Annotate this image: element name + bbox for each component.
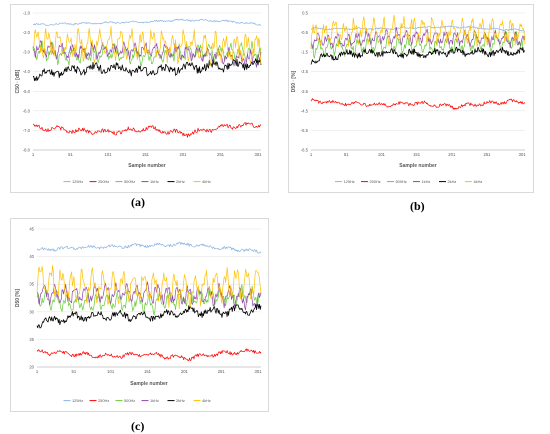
chart-panel-b: 0.5 -0.5 -1.5 -2.5 -3.5 -4.5 -5.5 -6.5 1 51 101 151… [288, 4, 534, 193]
y-tick-label: 30 [29, 309, 34, 314]
x-axis-label: Sample number [130, 381, 168, 387]
series-line-500Hz [32, 40, 262, 67]
legend-label: 125Hz [344, 179, 355, 184]
y-tick-label: 35 [29, 282, 34, 287]
series-line-125Hz [32, 18, 262, 26]
y-tick-label: -5.5 [301, 128, 309, 133]
y-tick-label: -8.0 [23, 148, 31, 153]
x-tick-label: 201 [181, 369, 189, 374]
y-tick-label: -0.5 [301, 30, 309, 35]
series-line-2kHz [36, 303, 262, 329]
x-tick-label: 51 [344, 152, 349, 157]
x-tick-label: 101 [105, 152, 113, 157]
chart-panel-a: -1.0 -2.0 -3.0 -4.0 -5.0 -6.0 -7.0 -8.0 1 51 101 15… [10, 4, 269, 193]
y-tick-label: -6.5 [301, 148, 309, 153]
x-tick-label: 1 [32, 152, 35, 157]
legend-label: 250Hz [370, 179, 381, 184]
series-line-4kHz [310, 14, 526, 49]
x-tick-label: 51 [68, 152, 73, 157]
legend-label: 250Hz [98, 179, 109, 184]
legend-label: 1kHz [422, 179, 431, 184]
x-tick-label: 201 [180, 152, 188, 157]
x-tick-label: 151 [413, 152, 421, 157]
x-tick-label: 301 [255, 152, 263, 157]
series-line-250Hz [32, 122, 262, 138]
x-tick-label: 251 [483, 152, 491, 157]
y-axis-label: D50 · [%] [291, 70, 297, 92]
x-tick-label: 151 [142, 152, 150, 157]
legend-label: 2kHz [176, 398, 185, 403]
x-tick-label: 301 [255, 369, 263, 374]
legend-label: 250Hz [98, 398, 109, 403]
y-tick-label: -1.0 [23, 11, 31, 16]
y-tick-label: 40 [29, 254, 34, 259]
y-axis-label: D50 [%] [15, 288, 21, 307]
y-tick-label: 20 [29, 365, 34, 370]
series-line-125Hz [36, 241, 262, 254]
caption-b: (b) [410, 199, 425, 213]
legend-label: 4kHz [474, 179, 483, 184]
legend-label: 1kHz [150, 398, 159, 403]
x-tick-label: 101 [107, 369, 115, 374]
x-tick-label: 1 [36, 369, 39, 374]
series-line-2kHz [310, 46, 526, 65]
x-axis-label: Sample number [128, 163, 166, 169]
x-tick-label: 101 [378, 152, 386, 157]
y-tick-label: -4.5 [301, 108, 309, 113]
legend-label: 2kHz [448, 179, 457, 184]
y-tick-label: 25 [29, 337, 34, 342]
chart-panel-c: 45 40 35 30 25 20 1 51 101 151 201 251 301 Sample num… [10, 218, 269, 412]
y-tick-label: -1.5 [301, 50, 309, 55]
x-axis-label: Sample number [399, 163, 437, 169]
series-line-2kHz [32, 58, 262, 82]
series-line-4kHz [36, 265, 262, 310]
x-tick-label: 301 [519, 152, 527, 157]
legend-label: 500Hz [396, 179, 407, 184]
legend-label: 1kHz [150, 179, 159, 184]
y-tick-label: -7.0 [23, 128, 31, 133]
legend-label: 500Hz [124, 179, 135, 184]
y-tick-label: -6.0 [23, 108, 31, 113]
y-tick-label: -5.0 [23, 89, 31, 94]
x-tick-label: 201 [448, 152, 456, 157]
series-line-250Hz [310, 98, 526, 110]
x-tick-label: 251 [218, 369, 226, 374]
chart-b: 0.5-0.5-1.5-2.5-3.5-4.5-5.5-6.51 51 101 151… [291, 11, 527, 185]
x-tick-label: 1 [310, 152, 313, 157]
y-tick-label: 45 [29, 227, 34, 232]
x-tick-label: 251 [217, 152, 225, 157]
legend-label: 2kHz [176, 179, 185, 184]
x-tick-label: 51 [72, 369, 77, 374]
y-tick-label: -4.0 [23, 69, 31, 74]
y-tick-label: 0.5 [302, 11, 308, 16]
series-line-4kHz [32, 26, 262, 66]
caption-c: (c) [131, 419, 145, 433]
y-tick-label: -2.0 [23, 30, 31, 35]
legend-label: 4kHz [202, 179, 211, 184]
chart-a: -1.0-2.0-3.0-4.0-5.0-6.0-7.0-8.01 51 101 15… [15, 11, 263, 185]
x-tick-label: 151 [144, 369, 152, 374]
y-tick-label: -3.0 [23, 50, 31, 55]
y-tick-label: -2.5 [301, 69, 309, 74]
series-line-500Hz [36, 284, 262, 316]
y-axis-label: C50 · [dB] [15, 69, 21, 93]
series-line-250Hz [36, 348, 262, 362]
legend-label: 125Hz [72, 398, 83, 403]
legend-label: 500Hz [124, 398, 135, 403]
y-tick-label: -3.5 [301, 89, 309, 94]
caption-a: (a) [131, 195, 145, 209]
legend-label: 4kHz [202, 398, 211, 403]
legend-label: 125Hz [72, 179, 83, 184]
